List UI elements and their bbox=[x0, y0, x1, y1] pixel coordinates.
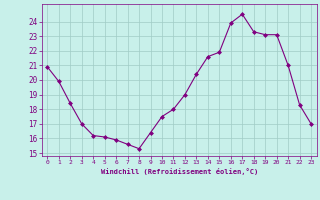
X-axis label: Windchill (Refroidissement éolien,°C): Windchill (Refroidissement éolien,°C) bbox=[100, 168, 258, 175]
